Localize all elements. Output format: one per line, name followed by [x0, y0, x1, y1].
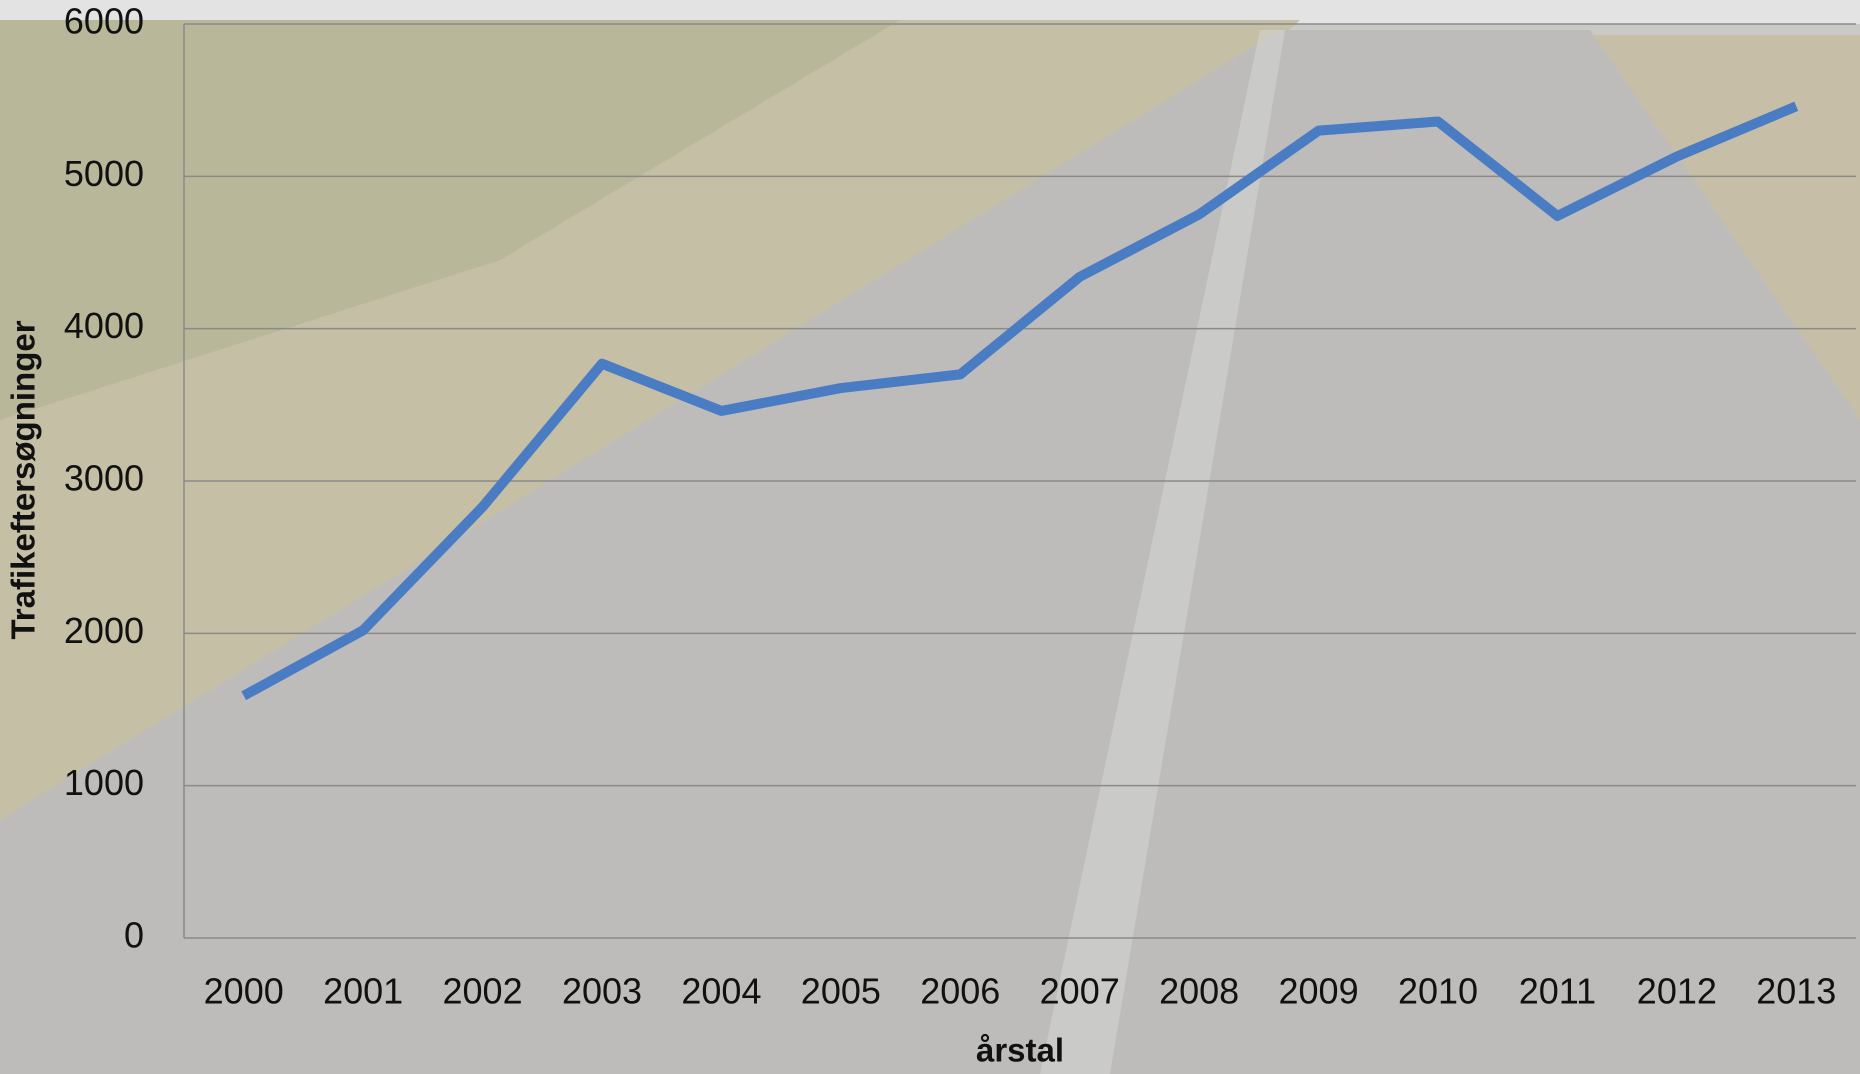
x-tick-label: 2009 — [1279, 971, 1359, 1012]
y-tick-label: 6000 — [64, 1, 144, 42]
x-tick-label: 2010 — [1398, 971, 1478, 1012]
x-tick-label: 2001 — [323, 971, 403, 1012]
y-tick-label: 0 — [124, 915, 144, 956]
y-tick-label: 1000 — [64, 762, 144, 803]
y-tick-label: 5000 — [64, 153, 144, 194]
data-line — [241, 101, 1799, 701]
y-tick-label: 4000 — [64, 305, 144, 346]
x-tick-label: 2002 — [443, 971, 523, 1012]
x-tick-label: 2007 — [1040, 971, 1120, 1012]
x-tick-label: 2013 — [1756, 971, 1836, 1012]
x-tick-label: 2012 — [1637, 971, 1717, 1012]
x-tick-label: 2008 — [1159, 971, 1239, 1012]
x-tick-label: 2011 — [1519, 971, 1596, 1012]
x-tick-label: 2003 — [562, 971, 642, 1012]
x-tick-label: 2006 — [920, 971, 1000, 1012]
x-tick-label: 2004 — [681, 971, 761, 1012]
y-axis-title: Trafikeftersøgninger — [5, 320, 42, 639]
y-tick-label: 2000 — [64, 610, 144, 651]
x-tick-label: 2000 — [204, 971, 284, 1012]
x-tick-label: 2005 — [801, 971, 881, 1012]
y-tick-label: 3000 — [64, 458, 144, 499]
x-axis-title: årstal — [976, 1032, 1064, 1069]
